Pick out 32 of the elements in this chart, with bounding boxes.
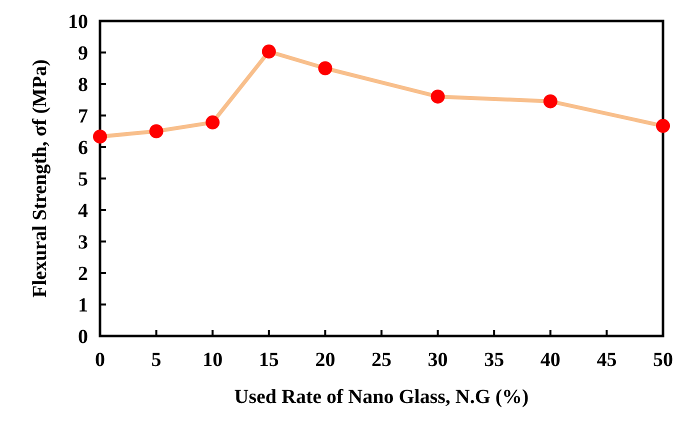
x-tick-label: 45: [596, 349, 617, 371]
point: [206, 115, 220, 130]
y-tick-label: 7: [78, 106, 88, 128]
point: [318, 61, 332, 76]
y-tick-label: 1: [78, 294, 88, 316]
x-tick-label: 0: [95, 349, 105, 371]
x-axis-title: Used Rate of Nano Glass, N.G (%): [234, 386, 529, 408]
x-tick-label: 50: [653, 349, 673, 371]
point: [93, 130, 107, 144]
y-tick-label: 4: [78, 200, 88, 222]
x-tick-label: 5: [151, 349, 162, 371]
point: [543, 94, 558, 108]
x-tick-label: 30: [428, 349, 448, 371]
point: [149, 124, 164, 138]
y-tick-label: 5: [78, 168, 88, 190]
y-tick-label: 9: [78, 42, 88, 64]
y-tick-label: 6: [78, 137, 88, 159]
x-tick-label: 15: [258, 349, 279, 371]
y-tick-label: 10: [68, 11, 88, 33]
x-tick-label: 35: [484, 349, 504, 371]
y-tick-label: 8: [78, 74, 88, 96]
y-tick-label: 2: [78, 263, 88, 285]
point: [430, 90, 445, 104]
x-tick-label: 40: [540, 349, 560, 371]
y-tick-label: 3: [78, 232, 88, 254]
point: [656, 118, 670, 133]
x-tick-label: 20: [315, 349, 336, 371]
x-tick-label: 25: [372, 349, 392, 371]
y-tick-label: 0: [78, 326, 88, 348]
y-axis-title: Flexural Strength, σf (MPa): [29, 59, 51, 298]
point: [262, 44, 276, 59]
x-tick-label: 10: [202, 349, 223, 371]
